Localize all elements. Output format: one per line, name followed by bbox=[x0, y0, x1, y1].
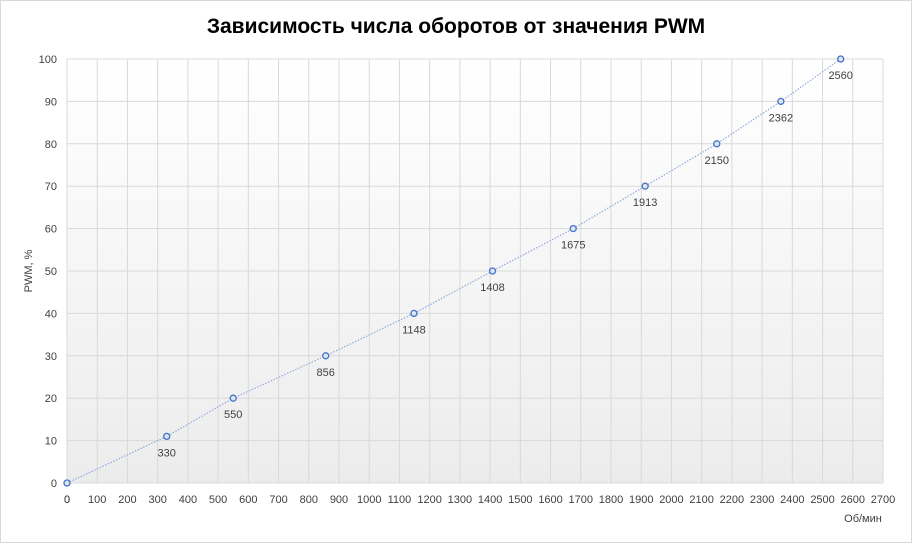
data-point bbox=[229, 394, 237, 402]
x-tick-label: 1100 bbox=[388, 494, 412, 506]
data-point bbox=[322, 352, 330, 360]
y-tick-label: 0 bbox=[51, 478, 57, 490]
x-tick-label: 700 bbox=[269, 494, 287, 506]
y-tick-label: 60 bbox=[45, 224, 57, 236]
x-tick-label: 2600 bbox=[841, 494, 865, 506]
y-tick-label: 50 bbox=[45, 266, 57, 278]
data-point bbox=[641, 182, 649, 190]
data-label: 2362 bbox=[769, 112, 793, 124]
data-label: 2560 bbox=[828, 70, 852, 82]
x-tick-label: 800 bbox=[300, 494, 318, 506]
x-tick-label: 1800 bbox=[599, 494, 623, 506]
x-tick-label: 1700 bbox=[569, 494, 593, 506]
x-tick-label: 400 bbox=[179, 494, 197, 506]
x-axis-ticks: 0 100 200 300 400 500 600 700 800 900 1000 1100 1200… bbox=[64, 494, 895, 506]
data-point bbox=[713, 140, 721, 148]
data-label: 1913 bbox=[633, 197, 657, 209]
x-tick-label: 1300 bbox=[448, 494, 472, 506]
x-tick-label: 2200 bbox=[720, 494, 744, 506]
data-point bbox=[163, 432, 171, 441]
x-tick-label: 500 bbox=[209, 494, 227, 506]
y-tick-label: 10 bbox=[45, 436, 57, 448]
chart-title: Зависимость числа оборотов от значения P… bbox=[206, 15, 706, 38]
x-tick-label: 600 bbox=[239, 494, 257, 506]
data-label: 550 bbox=[224, 409, 242, 421]
data-label: 1408 bbox=[480, 282, 504, 294]
data-label: 2150 bbox=[705, 155, 729, 167]
x-tick-label: 1900 bbox=[629, 494, 653, 506]
y-axis-title: PWM, % bbox=[23, 249, 35, 292]
data-label: 0 bbox=[64, 494, 70, 506]
x-axis-title: Об/мин bbox=[844, 513, 882, 525]
y-axis-ticks: 0 10 20 30 40 50 60 70 80 90 100 bbox=[39, 54, 57, 490]
series-group: 0 330 550 856 1148 1408 1675 1913 2150 2362 2560 bbox=[63, 55, 853, 506]
x-tick-label: 1200 bbox=[417, 494, 441, 506]
data-label: 856 bbox=[317, 367, 335, 379]
x-tick-label: 0 bbox=[64, 494, 70, 506]
data-point bbox=[410, 309, 418, 318]
x-tick-label: 2500 bbox=[810, 494, 834, 506]
data-point bbox=[488, 267, 497, 275]
x-tick-label: 1500 bbox=[508, 494, 532, 506]
data-point bbox=[63, 479, 71, 487]
data-label: 330 bbox=[158, 447, 176, 459]
data-point bbox=[777, 97, 785, 106]
y-tick-label: 90 bbox=[45, 96, 57, 108]
data-label: 1148 bbox=[402, 324, 426, 336]
y-tick-label: 20 bbox=[45, 393, 57, 405]
gridlines bbox=[66, 58, 884, 484]
y-tick-label: 80 bbox=[45, 139, 57, 151]
x-tick-label: 2300 bbox=[750, 494, 774, 506]
series-line bbox=[66, 58, 842, 484]
x-tick-label: 1600 bbox=[538, 494, 562, 506]
y-tick-label: 40 bbox=[45, 308, 57, 320]
x-tick-label: 200 bbox=[118, 494, 136, 506]
x-tick-label: 100 bbox=[88, 494, 106, 506]
x-tick-label: 1400 bbox=[478, 494, 502, 506]
x-tick-label: 2700 bbox=[871, 494, 895, 506]
data-label: 1675 bbox=[561, 240, 585, 252]
x-tick-label: 300 bbox=[148, 494, 166, 506]
data-point bbox=[837, 55, 845, 63]
y-tick-label: 30 bbox=[45, 351, 57, 363]
data-point bbox=[569, 224, 577, 233]
x-tick-label: 2400 bbox=[780, 494, 804, 506]
x-tick-label: 900 bbox=[330, 494, 348, 506]
x-tick-label: 2100 bbox=[689, 494, 713, 506]
x-tick-label: 1000 bbox=[357, 494, 381, 506]
y-tick-label: 100 bbox=[39, 54, 57, 66]
x-tick-label: 2000 bbox=[659, 494, 683, 506]
y-tick-label: 70 bbox=[45, 181, 57, 193]
